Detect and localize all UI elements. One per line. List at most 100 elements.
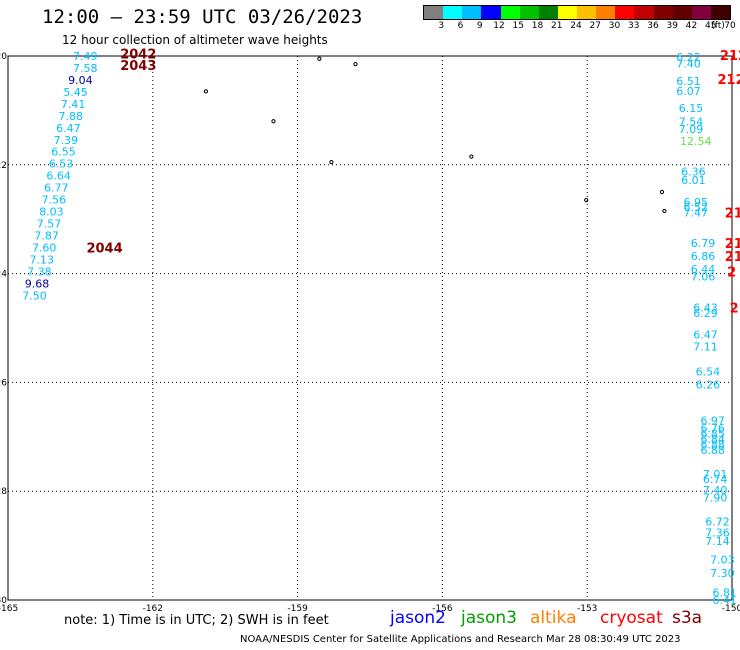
color-scale-label: 42 [685,21,698,31]
island-outline [353,62,358,67]
color-swatch [634,6,654,19]
wave-height-label: 7.01 [703,468,728,481]
satellite-jason2: jason2 [390,608,446,628]
wave-height-label: 9.04 [68,74,93,87]
pass-time-label: 2044 [86,241,122,256]
pass-time-label: 21 [725,250,740,265]
wave-height-label: 6.95 [684,196,709,209]
pass-time-label: 21 [725,237,740,252]
wave-height-label: 7.14 [705,535,730,548]
wave-height-label: 6.81 [713,586,738,599]
color-swatch [710,6,730,19]
wave-height-label: 6.41 [713,594,738,607]
wave-height-label: 6.79 [691,237,716,250]
latitude-label: -28 [0,487,7,497]
island-outline [203,89,208,94]
pass-time-label: 2042 [120,47,156,62]
wave-height-label: 7.57 [37,218,62,231]
color-scale-bar [423,5,731,20]
pass-time-label: 2043 [120,59,156,74]
pass-time-label: 212 [718,73,740,88]
latitude-label: -30 [0,596,7,606]
wave-height-label: 6.97 [700,414,725,427]
wave-height-label: 9.68 [25,277,50,290]
color-scale-label: 6 [457,21,464,31]
color-swatch [519,6,539,19]
color-swatch [615,6,635,19]
color-scale-label: 33 [628,21,640,31]
latitude-label: -26 [0,378,7,388]
page-title: 12:00 – 23:59 UTC 03/26/2023 [42,6,363,28]
wave-height-label: 7.40 [676,58,701,71]
latitude-label: -20 [0,52,7,62]
color-swatch [424,6,444,19]
longitude-label: -165 [0,604,18,614]
wave-height-label: 6.15 [679,102,704,115]
wave-height-label: 7.11 [693,340,718,353]
wave-height-label: 6.77 [44,182,69,195]
color-swatch [443,6,463,19]
wave-height-label: 6.43 [693,301,718,314]
wave-height-label: 7.41 [61,98,86,111]
color-scale-label: 70 [724,21,736,31]
wave-height-label: 6.86 [691,250,716,263]
wave-height-label: 7.03 [710,554,735,567]
wave-height-label: 6.74 [703,473,728,486]
wave-height-label: 7.09 [679,123,704,136]
color-scale-label: 27 [589,21,601,31]
color-scale-unit: (ft) [711,21,725,31]
satellite-jason3: jason3 [461,608,517,628]
island-outline [469,154,474,159]
satellite-altika: altika [530,608,577,628]
page-subtitle: 12 hour collection of altimeter wave hei… [62,33,328,47]
wave-height-label: 6.52 [684,201,709,214]
wave-height-label: 6.53 [49,158,74,171]
wave-height-label: 6.26 [696,379,721,392]
color-scale-label: 30 [608,21,621,31]
wave-height-label: 6.64 [46,170,71,183]
wave-height-label: 6.01 [681,174,706,187]
latitude-label: -22 [0,161,7,171]
color-scale-label: 9 [476,21,483,31]
island-outline [329,159,334,165]
color-swatch [653,6,673,19]
color-swatch [500,6,520,19]
color-scale-label: 18 [531,21,544,31]
pass-time-label: 2 [730,301,739,316]
wave-height-label: 6.44 [691,263,716,276]
wave-height-label: 7.58 [73,62,98,75]
wave-height-label: 6.29 [693,307,718,320]
wave-height-label: 6.54 [696,366,721,379]
wave-height-label: 6.72 [705,516,730,529]
credit-footer: NOAA/NESDIS Center for Satellite Applica… [240,634,681,645]
island-outline [271,119,276,124]
longitude-label: -150 [722,604,740,614]
color-scale-label: 24 [570,21,582,31]
island-outline [659,189,665,195]
island-outline [584,198,589,203]
color-scale-label: 36 [647,21,659,31]
wave-height-label: 7.88 [58,110,83,123]
wave-height-label: 6.07 [676,85,701,98]
wave-height-label: 8.03 [39,206,64,219]
pass-time-label: 21 [725,207,740,222]
color-swatch [538,6,558,19]
longitude-label: -153 [577,604,597,614]
wave-height-label: 6.85 [700,428,725,441]
wave-height-label: 7.30 [710,567,735,580]
wave-height-label: 6.51 [676,75,701,88]
wave-height-label: 7.56 [42,194,67,207]
wave-height-label: 7.49 [73,50,98,63]
color-scale-label: 39 [666,21,678,31]
color-swatch [596,6,616,19]
color-scale-label: 45 [705,21,717,31]
longitude-label: -162 [143,604,163,614]
color-scale-label: 15 [512,21,524,31]
wave-height-label: 12.54 [680,135,712,148]
color-scale-label: 3 [438,21,445,31]
plot-frame [7,55,733,601]
latitude-label: -24 [0,270,7,280]
island-outline [317,56,322,61]
